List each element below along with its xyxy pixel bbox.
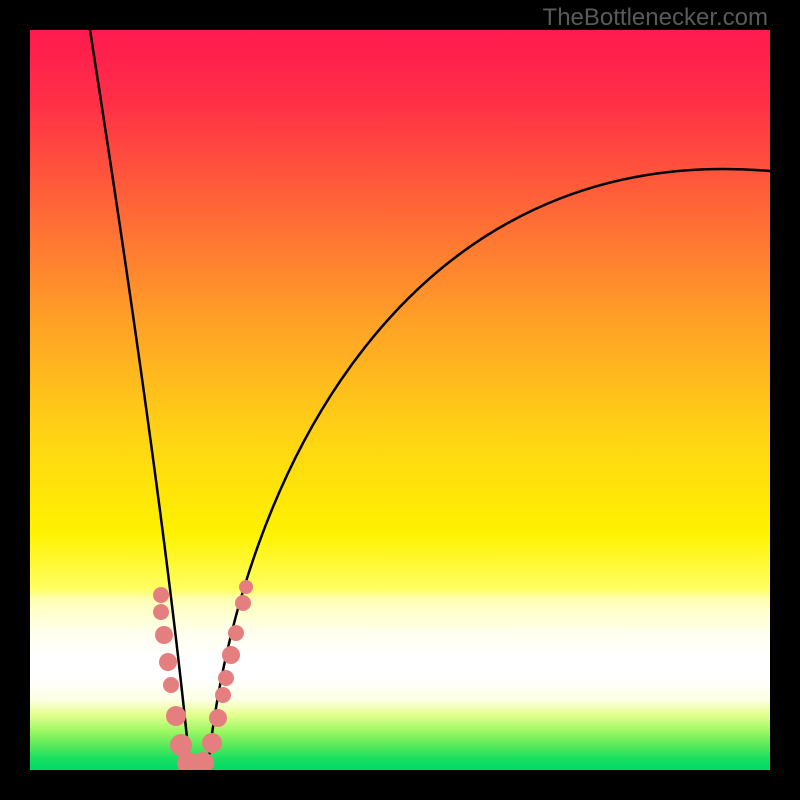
data-bead: [239, 580, 253, 594]
curve-right-branch: [208, 169, 770, 766]
data-bead: [215, 687, 231, 703]
data-bead: [192, 752, 214, 770]
data-bead: [159, 653, 177, 671]
data-bead: [166, 706, 186, 726]
plot-area: [30, 30, 770, 770]
data-bead: [153, 604, 169, 620]
curve-layer: [30, 30, 770, 770]
data-bead: [163, 677, 179, 693]
data-bead: [209, 709, 227, 727]
data-bead: [202, 733, 222, 753]
data-bead: [222, 646, 240, 664]
chart-frame: TheBottlenecker.com: [0, 0, 800, 800]
data-bead: [228, 625, 244, 641]
data-bead: [155, 626, 173, 644]
data-bead: [153, 587, 169, 603]
data-bead: [218, 670, 234, 686]
data-bead: [235, 595, 251, 611]
watermark-text: TheBottlenecker.com: [543, 4, 768, 32]
